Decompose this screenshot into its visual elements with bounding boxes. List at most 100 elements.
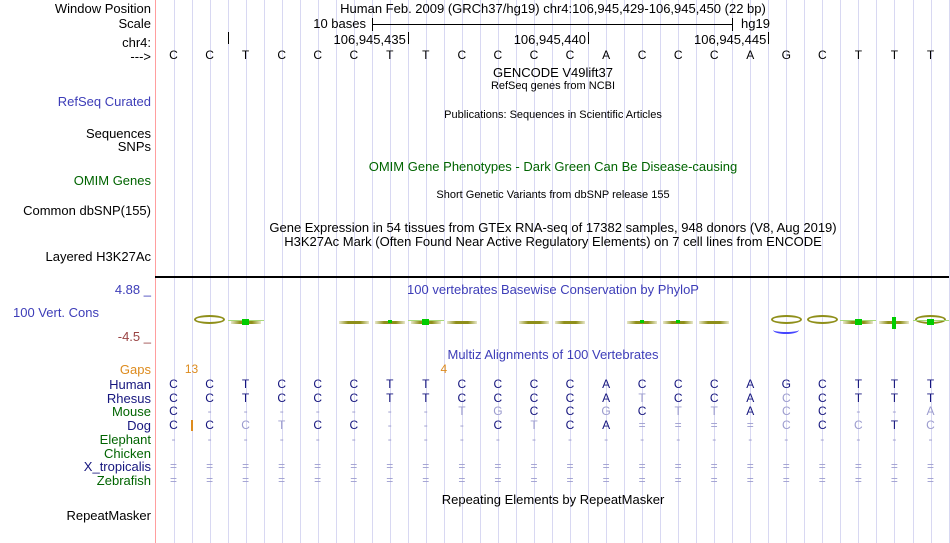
conservation-green-square [422,319,430,325]
alignment-base: A [926,404,935,419]
conservation-ellipse [806,315,838,324]
conservation-ellipse [194,315,226,324]
track-label-repeatmasker[interactable]: RepeatMasker [66,508,151,523]
alignment-base: C [637,404,647,419]
alignment-base: = [566,472,574,487]
alignment-base: = [169,459,178,474]
track-title-gencode[interactable]: GENCODE V49lift37 [493,65,613,80]
species-label-dog[interactable]: Dog [127,418,151,434]
gridline [227,0,229,543]
gridline [281,0,283,543]
alignment-base: - [279,431,284,446]
ruler-coordinate: 106,945,445 [694,32,767,47]
track-label-common-dbsnp[interactable]: Common dbSNP(155) [23,203,151,218]
alignment-base: T [854,377,863,391]
track-title-omim[interactable]: OMIM Gene Phenotypes - Dark Green Can Be… [368,159,738,174]
strand-arrow-label[interactable]: ---> [130,49,151,64]
alignment-base: T [278,418,286,433]
track-label-refseq-curated[interactable]: RefSeq Curated [57,94,151,109]
alignment-base: C [313,377,323,391]
alignment-base: C [493,418,503,433]
assembly-label: hg19 [741,16,770,31]
alignment-base: - [748,431,753,446]
track-label-layered-h3k27ac[interactable]: Layered H3K27Ac [45,249,151,264]
gap-count: 4 [440,362,448,376]
conservation-bar [446,321,477,324]
track-title-phylop[interactable]: 100 vertebrates Basewise Conservation by… [407,282,699,297]
conservation-green-square [927,319,934,325]
species-label-zebrafish[interactable]: Zebrafish [96,472,151,488]
sequence-base: C [673,48,683,62]
gridline [317,0,319,543]
alignment-base: C [241,418,250,433]
alignment-base: = [818,459,826,474]
sequence-base: C [529,48,539,62]
alignment-base: C [817,390,827,405]
ruler-coordinate: 106,945,435 [333,32,406,47]
alignment-base: - [423,404,428,419]
alignment-base: - [423,418,428,433]
gridline [804,0,806,543]
alignment-base: = [278,459,286,474]
gridline [497,0,499,543]
track-label-omim-genes[interactable]: OMIM Genes [73,173,151,188]
track-label-gaps[interactable]: Gaps [119,362,151,377]
gridline [876,0,878,543]
gridline [948,0,950,543]
sequence-base: C [709,48,719,62]
sequence-base: T [422,48,430,62]
alignment-base: C [854,418,863,433]
track-title-multiz[interactable]: Multiz Alignments of 100 Vertebrates [447,347,659,362]
species-label-x_tropicalis[interactable]: X_tropicalis [83,459,151,475]
alignment-base: C [565,418,575,433]
alignment-base: A [746,377,755,391]
alignment-base: T [241,390,250,405]
track-label-snps[interactable]: SNPs [117,139,151,154]
track-title-publications[interactable]: Publications: Sequences in Scientific Ar… [444,109,662,121]
track-title-repeatmasker[interactable]: Repeating Elements by RepeatMasker [441,492,665,507]
species-label-elephant[interactable]: Elephant [99,431,151,447]
conservation-green-dot [640,320,645,323]
alignment-base: = [746,459,754,474]
alignment-base: C [637,377,647,391]
species-label-human[interactable]: Human [109,377,151,392]
sequence-base: C [205,48,214,62]
track-title-h3k27ac[interactable]: H3K27Ac Mark (Often Found Near Active Re… [284,234,822,249]
track-title-gtex[interactable]: Gene Expression in 54 tissues from GTEx … [269,220,837,235]
alignment-base: = [638,459,646,474]
alignment-base: C [349,377,359,391]
gridline [516,0,517,543]
alignment-base: T [386,390,394,405]
alignment-base: - [351,404,356,419]
alignment-base: C [673,377,683,391]
species-label-chicken[interactable]: Chicken [104,445,151,461]
conservation-green-dot [676,320,681,323]
window-start-guideline [155,0,156,543]
track-title-dbsnp[interactable]: Short Genetic Variants from dbSNP releas… [436,189,670,201]
gridline [335,0,337,543]
sequence-base: A [746,48,755,62]
track-label-100-vert-cons[interactable]: 100 Vert. Cons [13,305,99,320]
alignment-base: - [279,404,284,419]
sequence-base: C [457,48,467,62]
ruler-tick [588,32,589,44]
gridline [479,0,481,543]
scale-bases-text: 10 bases [313,16,366,31]
species-label-mouse[interactable]: Mouse [111,404,151,420]
alignment-base: - [820,431,825,446]
alignment-base: - [243,404,248,419]
gridline [209,0,211,543]
gridline [606,0,608,543]
species-label-rhesus[interactable]: Rhesus [106,390,151,406]
alignment-base: C [926,418,935,433]
ruler-tick [227,32,229,44]
alignment-base: = [818,472,826,487]
alignment-base: T [422,390,430,405]
alignment-base: C [169,404,178,419]
alignment-base: = [494,459,502,474]
track-subtitle-refseq[interactable]: RefSeq genes from NCBI [490,80,616,92]
alignment-base: - [315,404,320,419]
track-label-sequences[interactable]: Sequences [85,126,151,141]
alignment-base: = [350,459,358,474]
alignment-base: = [890,472,898,487]
